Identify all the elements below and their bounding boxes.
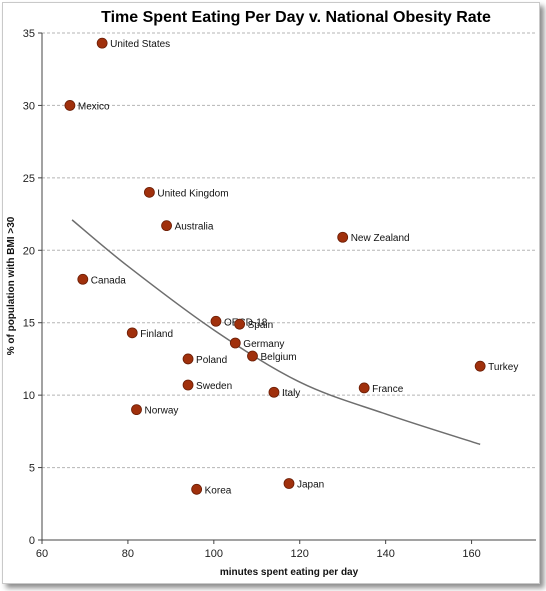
data-label: Mexico — [78, 101, 110, 112]
y-tick-label: 25 — [23, 173, 35, 185]
data-point — [247, 350, 258, 362]
data-point — [234, 318, 246, 330]
chart-frame: Time Spent Eating Per Day v. National Ob… — [2, 2, 540, 584]
x-tick-labels: 60 80 100 120 140 160 — [36, 548, 481, 560]
data-label: New Zealand — [351, 233, 410, 244]
data-label: United Kingdom — [157, 188, 228, 199]
data-point — [283, 478, 295, 489]
grid-lines — [42, 32, 536, 469]
data-point — [268, 386, 280, 398]
data-label: Germany — [243, 339, 284, 350]
data-label: Sweden — [196, 381, 232, 392]
data-point — [126, 327, 138, 339]
y-tick-label: 20 — [23, 245, 35, 257]
data-label: Norway — [145, 406, 179, 417]
data-point — [474, 360, 486, 372]
x-tick-label: 100 — [205, 548, 223, 560]
x-tick-label: 160 — [462, 548, 480, 560]
data-point — [191, 483, 203, 495]
chart-title: Time Spent Eating Per Day v. National Ob… — [101, 9, 491, 26]
data-label: Belgium — [260, 352, 296, 363]
x-axis-title: minutes spent eating per day — [220, 567, 359, 578]
data-label: Poland — [196, 355, 227, 366]
data-label: Finland — [140, 329, 173, 340]
data-label: Spain — [248, 320, 274, 331]
data-point — [210, 315, 222, 327]
data-label: France — [372, 384, 404, 395]
data-point — [358, 382, 370, 394]
data-point — [77, 273, 89, 285]
y-tick-label: 5 — [29, 463, 35, 475]
data-point — [161, 220, 172, 232]
data-label: Turkey — [488, 362, 518, 373]
x-tick-label: 120 — [291, 548, 309, 560]
data-point — [182, 353, 194, 365]
y-tick-label: 35 — [23, 28, 35, 40]
data-label: Korea — [205, 485, 232, 496]
y-axis-title: % of population with BMI >30 — [6, 216, 17, 355]
data-label: Japan — [297, 480, 324, 491]
y-tick-label: 30 — [23, 100, 35, 112]
data-point — [143, 186, 155, 198]
y-tick-label: 10 — [23, 390, 35, 402]
data-label: OECD-18 — [224, 317, 268, 328]
data-label: Canada — [91, 275, 126, 286]
data-point — [229, 337, 241, 349]
x-tick-label: 140 — [376, 548, 394, 560]
data-point — [182, 379, 194, 391]
data-label: Australia — [175, 222, 214, 233]
data-label: Italy — [282, 388, 300, 399]
y-tick-label: 15 — [23, 318, 35, 330]
y-tick-labels: 0 5 10 15 20 25 30 35 — [23, 28, 35, 547]
data-point — [96, 37, 108, 49]
data-point — [337, 231, 349, 243]
data-points: United States Mexico United Kingdom Austral… — [64, 37, 518, 496]
x-tick-label: 80 — [122, 548, 134, 560]
data-point — [64, 100, 76, 111]
x-tick-label: 60 — [36, 548, 48, 560]
data-point — [131, 404, 142, 416]
y-tick-label: 0 — [29, 535, 35, 547]
axes — [38, 32, 536, 544]
data-label: United States — [110, 39, 170, 50]
